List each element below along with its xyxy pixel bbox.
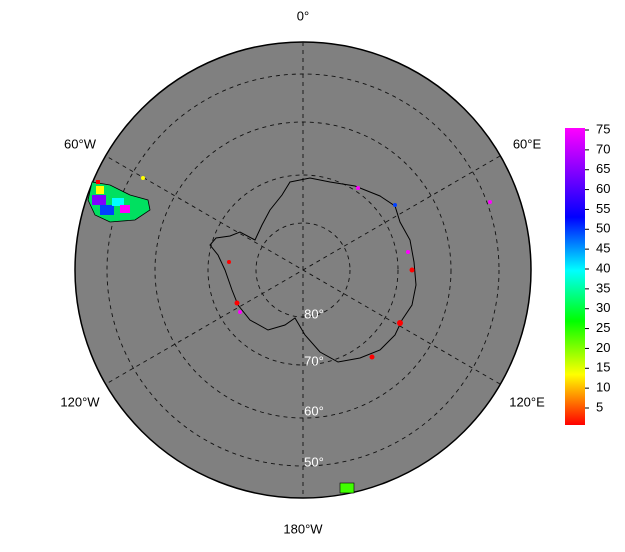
longitude-label: 60°W xyxy=(64,136,97,151)
colorbar xyxy=(565,128,585,425)
colorbar-tick-label: 65 xyxy=(596,161,610,176)
longitude-label: 60°E xyxy=(513,136,542,151)
colorbar-tick-label: 45 xyxy=(596,241,610,256)
latitude-label: 70° xyxy=(304,353,324,368)
colorbar-tick-label: 15 xyxy=(596,360,610,375)
colorbar-tick-label: 35 xyxy=(596,280,610,295)
data-patches xyxy=(92,176,492,494)
colorbar-tick-label: 60 xyxy=(596,181,610,196)
colorbar-tick-label: 30 xyxy=(596,300,610,315)
latitude-label: 50° xyxy=(304,454,324,469)
longitude-label: 120°W xyxy=(60,394,100,409)
colorbar-tick-label: 20 xyxy=(596,340,610,355)
colorbar-tick-label: 55 xyxy=(596,201,610,216)
colorbar-tick-label: 50 xyxy=(596,221,610,236)
colorbar-tick-label: 25 xyxy=(596,320,610,335)
latitude-label: 60° xyxy=(304,403,324,418)
antarctica-coast xyxy=(209,177,417,363)
colorbar-tick-label: 75 xyxy=(596,121,610,136)
longitude-label: 180°W xyxy=(283,521,323,536)
latitude-label: 80° xyxy=(304,306,324,321)
colorbar-tick-label: 70 xyxy=(596,141,610,156)
colorbar-tick-label: 10 xyxy=(596,380,610,395)
graticule xyxy=(105,42,501,498)
colorbar-tick-label: 5 xyxy=(596,399,603,414)
longitude-label: 120°E xyxy=(509,394,545,409)
longitude-label: 0° xyxy=(297,8,309,23)
colorbar-tick-label: 40 xyxy=(596,260,610,275)
